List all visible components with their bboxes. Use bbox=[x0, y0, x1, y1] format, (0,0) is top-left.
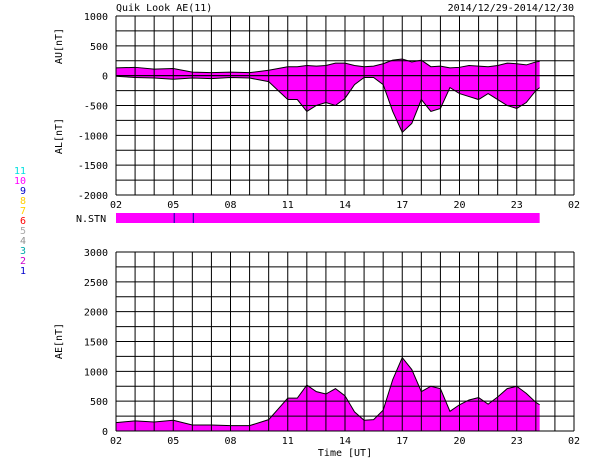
chart-title: Quik Look AE(11) bbox=[116, 3, 212, 14]
al-axis-label: AL[nT] bbox=[54, 118, 65, 154]
p1-xtick-label: 05 bbox=[167, 200, 179, 211]
au-series-line bbox=[115, 58, 540, 74]
p2-ytick-label: 1500 bbox=[84, 338, 108, 349]
ae-fill-area bbox=[116, 357, 540, 431]
p1-xtick-label: 08 bbox=[224, 200, 236, 211]
p2-ytick-label: 500 bbox=[90, 397, 108, 408]
ae-axis-label: AE[nT] bbox=[54, 323, 65, 359]
p2-ytick-label: 2500 bbox=[84, 278, 108, 289]
p2-xtick-label: 08 bbox=[224, 436, 236, 447]
legend-label: 4 bbox=[20, 236, 26, 247]
p2-xtick-label: 17 bbox=[396, 436, 408, 447]
p2-xtick-label: 05 bbox=[167, 436, 179, 447]
p1-xtick-label: 14 bbox=[339, 200, 351, 211]
legend-label: 6 bbox=[20, 216, 26, 227]
p1-xtick-label: 02 bbox=[110, 200, 122, 211]
legend-label: 1 bbox=[20, 266, 26, 277]
p1-ytick-label: 500 bbox=[90, 42, 108, 53]
ae-series-line bbox=[115, 356, 540, 427]
p1-xtick-label: 11 bbox=[282, 200, 294, 211]
legend-label: 5 bbox=[20, 226, 26, 237]
p1-ytick-label: -1500 bbox=[78, 161, 108, 172]
p1-ytick-label: -2000 bbox=[78, 191, 108, 202]
p2-xtick-label: 11 bbox=[282, 436, 294, 447]
p1-ytick-label: 0 bbox=[102, 72, 108, 83]
p1-ytick-label: -500 bbox=[84, 102, 108, 113]
au-al-fill-area bbox=[116, 58, 540, 133]
p2-ytick-label: 1000 bbox=[84, 367, 108, 378]
p2-xtick-label: 14 bbox=[339, 436, 351, 447]
legend-label: 3 bbox=[20, 246, 26, 257]
x-axis-label: Time [UT] bbox=[318, 448, 372, 459]
p1-xtick-label: 17 bbox=[396, 200, 408, 211]
nstn-bar bbox=[116, 213, 540, 223]
date-range: 2014/12/29-2014/12/30 bbox=[448, 3, 574, 14]
legend-label: 10 bbox=[14, 176, 26, 187]
legend-label: 9 bbox=[20, 186, 26, 197]
nstn-fill bbox=[116, 213, 540, 223]
p2-xtick-label: 02 bbox=[568, 436, 580, 447]
al-series-line bbox=[115, 75, 540, 134]
p2-xtick-label: 23 bbox=[511, 436, 523, 447]
nstn-label: N.STN bbox=[76, 214, 106, 225]
au-axis-label: AU[nT] bbox=[54, 28, 65, 64]
p1-xtick-label: 23 bbox=[511, 200, 523, 211]
p1-ytick-label: -1000 bbox=[78, 131, 108, 142]
p2-ytick-label: 2000 bbox=[84, 308, 108, 319]
p1-xtick-label: 20 bbox=[453, 200, 465, 211]
p2-ytick-label: 0 bbox=[102, 427, 108, 438]
p1-xtick-label: 02 bbox=[568, 200, 580, 211]
legend-label: 8 bbox=[20, 196, 26, 207]
legend-label: 7 bbox=[20, 206, 26, 217]
legend-label: 11 bbox=[14, 166, 26, 177]
p2-xtick-label: 02 bbox=[110, 436, 122, 447]
p1-ytick-label: 1000 bbox=[84, 12, 108, 23]
p2-ytick-label: 3000 bbox=[84, 248, 108, 259]
p2-xtick-label: 20 bbox=[453, 436, 465, 447]
legend-label: 2 bbox=[20, 256, 26, 267]
